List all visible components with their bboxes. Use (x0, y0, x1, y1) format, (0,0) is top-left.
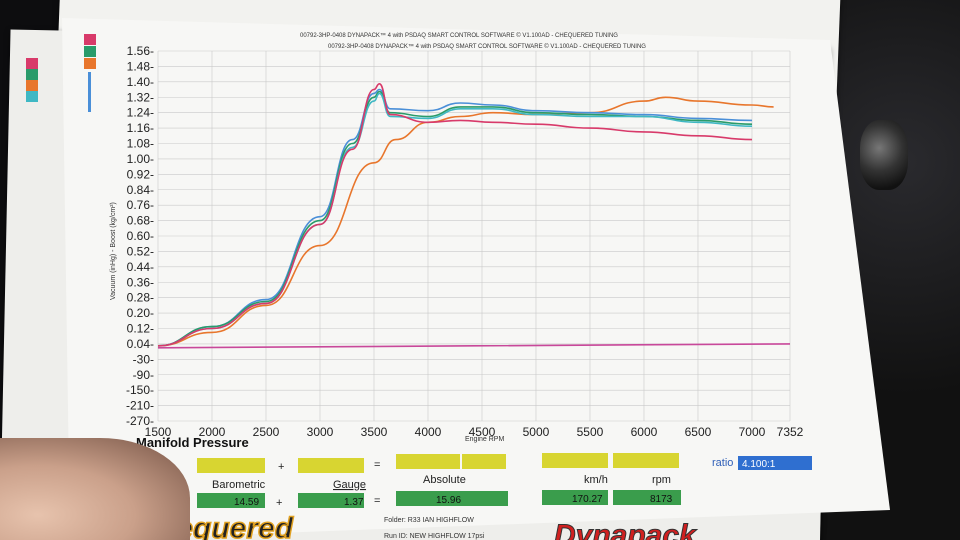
chart-grid (157, 50, 791, 422)
front-sheet-paper (62, 18, 890, 540)
x-tick-label: 3500 (361, 425, 388, 439)
y-tick-label: 0.92- (127, 167, 154, 181)
y-axis-label: Vacuum (inHg) - Boost (kg/cm²) (110, 202, 117, 300)
ratio-label: ratio (712, 457, 733, 469)
gauge-value: 1.37 (344, 497, 364, 508)
y-tick-label: 0.44- (127, 260, 154, 274)
legend-swatches (84, 34, 96, 112)
series-line-2 (157, 90, 753, 347)
series-line-0 (157, 96, 774, 347)
run-id-text: Run ID: NEW HIGHFLOW 17psi (384, 533, 485, 540)
absolute-value: 15.96 (436, 495, 461, 506)
equals-sign-2: = (374, 495, 380, 507)
header-line-2: 00792-3HP-0408 DYNAPACK™ 4 with PSDAQ SM… (328, 43, 646, 50)
y-tick-label: 1.16- (127, 121, 154, 135)
x-tick-label: 4500 (469, 425, 496, 439)
barometric-label: Barometric (212, 479, 266, 491)
y-tick-label: -210- (126, 399, 154, 413)
gauge-label: Gauge (333, 479, 366, 491)
y-tick-label: 0.60- (127, 229, 154, 243)
y-tick-label: 0.20- (127, 306, 154, 320)
x-axis-label: Engine RPM (465, 436, 504, 443)
y-tick-label: -270- (126, 414, 154, 428)
x-tick-label: 6500 (685, 425, 712, 439)
kmh-value: 170.27 (572, 494, 603, 505)
equals-sign-1: = (374, 459, 380, 471)
series-line-4 (157, 82, 753, 347)
readout-panel: + = Barometric Gauge Absolute km/h rpm 1… (197, 453, 812, 509)
ratio-value: 4.100:1 (742, 459, 776, 470)
y-tick-label: 1.00- (127, 152, 154, 166)
plus-sign-1: + (278, 461, 284, 473)
y-tick-label: 0.04- (127, 337, 154, 351)
folder-text: Folder: R33 IAN HIGHFLOW (384, 517, 474, 524)
rpm-value: 8173 (650, 494, 673, 505)
y-tick-label: 0.68- (127, 214, 154, 228)
absolute-label: Absolute (423, 474, 466, 486)
x-tick-label: 5000 (523, 425, 550, 439)
y-tick-label: 1.24- (127, 106, 154, 120)
x-tick-label: 1500 (145, 425, 172, 439)
header-line-1: 00792-3HP-0408 DYNAPACK™ 4 with PSDAQ SM… (300, 32, 618, 39)
plus-sign-2: + (276, 497, 282, 509)
rpm-label: rpm (652, 474, 671, 486)
back-sheet-swatches (26, 58, 38, 102)
hand-holding-sheet (0, 438, 190, 540)
series-line-5 (157, 343, 791, 349)
y-tick-label: 0.52- (127, 244, 154, 258)
x-tick-label: 2500 (253, 425, 280, 439)
chart-title: Manifold Pressure (136, 435, 249, 450)
x-tick-label: 2000 (199, 425, 226, 439)
y-tick-label: -30- (133, 352, 154, 366)
barometric-value: 14.59 (234, 497, 259, 508)
chart-series (157, 82, 791, 349)
y-tick-label: 1.08- (127, 137, 154, 151)
dynapack-logo: Dynapack (554, 519, 697, 540)
x-tick-label: 3000 (307, 425, 334, 439)
y-tick-label: 1.48- (127, 59, 154, 73)
x-tick-label: 6000 (631, 425, 658, 439)
x-tick-label: 7352 (777, 425, 804, 439)
y-tick-label: 0.28- (127, 291, 154, 305)
y-tick-label: -90- (133, 368, 154, 382)
kmh-label: km/h (584, 474, 608, 486)
y-tick-label: 0.12- (127, 322, 154, 336)
x-tick-label: 4000 (415, 425, 442, 439)
y-axis-ticks: 1.56-1.48- 1.40-1.32- 1.24-1.16- 1.08-1.00-… (126, 44, 154, 428)
y-tick-label: 0.76- (127, 198, 154, 212)
y-tick-label: 0.84- (127, 183, 154, 197)
series-line-1 (157, 88, 753, 347)
y-tick-label: 1.56- (127, 44, 154, 58)
x-tick-label: 5500 (577, 425, 604, 439)
x-tick-label: 7000 (739, 425, 766, 439)
dashboard-knob (860, 120, 908, 190)
y-tick-label: 1.32- (127, 90, 154, 104)
x-axis-ticks: 1500 2000 2500 3000 3500 4000 4500 5000 5500 6000… (145, 425, 804, 439)
y-tick-label: 1.40- (127, 75, 154, 89)
y-tick-label: -150- (126, 383, 154, 397)
y-tick-label: 0.36- (127, 275, 154, 289)
